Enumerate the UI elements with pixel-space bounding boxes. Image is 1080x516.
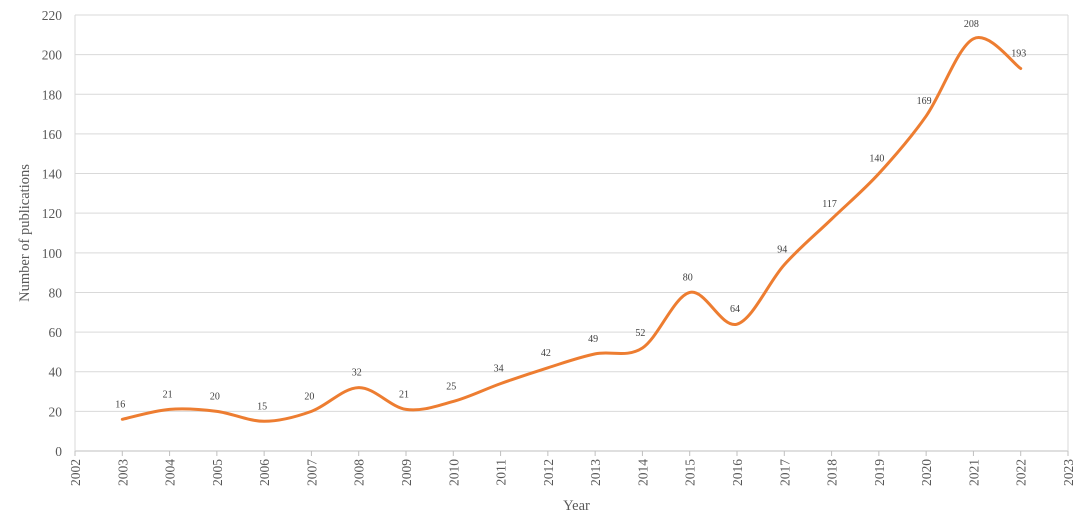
x-tick-label: 2022 bbox=[1014, 459, 1029, 486]
data-label: 25 bbox=[446, 381, 456, 392]
data-label: 117 bbox=[822, 199, 837, 210]
y-tick-label: 140 bbox=[42, 167, 63, 182]
data-label: 52 bbox=[635, 328, 645, 339]
x-tick-label: 2010 bbox=[446, 459, 461, 486]
data-label: 193 bbox=[1011, 49, 1026, 60]
x-tick-label: 2005 bbox=[210, 459, 225, 486]
y-tick-label: 220 bbox=[42, 8, 63, 23]
x-tick-label: 2018 bbox=[825, 459, 840, 486]
y-axis-title: Number of publications bbox=[17, 164, 33, 302]
series-layer bbox=[120, 36, 1023, 423]
data-label: 15 bbox=[257, 401, 267, 412]
y-tick-label: 0 bbox=[55, 444, 62, 459]
data-label: 64 bbox=[730, 304, 740, 315]
series-line bbox=[120, 36, 1023, 423]
data-label: 20 bbox=[304, 391, 314, 402]
x-tick-label: 2017 bbox=[777, 459, 792, 486]
y-tick-label: 120 bbox=[42, 206, 63, 221]
y-tick-label: 40 bbox=[49, 365, 63, 380]
data-labels: 16 21 20 15 20 32 21 25 34 42 49 52 80 64 94 117 140 169 2… bbox=[115, 19, 1026, 412]
x-tick-label: 2011 bbox=[494, 459, 509, 486]
data-label: 140 bbox=[869, 154, 884, 165]
x-tick-label: 2020 bbox=[919, 459, 934, 486]
data-label: 20 bbox=[210, 391, 220, 402]
data-label: 94 bbox=[777, 245, 787, 256]
y-tick-label: 60 bbox=[49, 325, 63, 340]
data-label: 21 bbox=[399, 389, 409, 400]
x-tick-label: 2013 bbox=[588, 459, 603, 486]
x-tick-label: 2008 bbox=[352, 459, 367, 486]
x-tick-label: 2012 bbox=[541, 459, 556, 486]
data-label: 34 bbox=[494, 364, 504, 375]
x-tick-label: 2003 bbox=[115, 459, 130, 486]
y-tick-label: 20 bbox=[49, 404, 63, 419]
axes bbox=[74, 15, 1069, 456]
y-tick-label: 200 bbox=[42, 48, 63, 63]
x-tick-label: 2006 bbox=[257, 459, 272, 486]
x-tick-label: 2014 bbox=[635, 459, 650, 486]
x-tick-label: 2007 bbox=[304, 459, 319, 486]
x-tick-label: 2004 bbox=[163, 459, 178, 486]
data-label: 169 bbox=[917, 96, 932, 107]
y-tick-label: 160 bbox=[42, 127, 63, 142]
data-label: 32 bbox=[352, 368, 362, 379]
x-tick-label: 2016 bbox=[730, 459, 745, 486]
y-tick-label: 80 bbox=[49, 285, 63, 300]
y-tick-label: 180 bbox=[42, 87, 63, 102]
y-tick-label: 100 bbox=[42, 246, 63, 261]
x-tick-label: 2019 bbox=[872, 459, 887, 486]
data-label: 208 bbox=[964, 19, 979, 30]
data-label: 80 bbox=[683, 272, 693, 283]
data-label: 42 bbox=[541, 348, 551, 359]
gridlines bbox=[75, 14, 1068, 412]
x-tick-label: 2015 bbox=[683, 459, 698, 486]
x-tick-label: 2023 bbox=[1061, 459, 1076, 486]
data-label: 16 bbox=[115, 399, 125, 410]
x-axis-title: Year bbox=[563, 498, 590, 514]
x-tick-label: 2009 bbox=[399, 459, 414, 486]
data-label: 21 bbox=[163, 389, 173, 400]
x-tick-label: 2002 bbox=[68, 459, 83, 486]
x-tick-labels: 2002 2003 2004 2005 2006 2007 2008 2009 2010 2011… bbox=[68, 459, 1076, 486]
x-tick-label: 2021 bbox=[966, 459, 981, 486]
data-label: 49 bbox=[588, 334, 598, 345]
y-tick-labels: 0 20 40 60 80 100 120 140 160 180 200 220 bbox=[42, 8, 63, 459]
